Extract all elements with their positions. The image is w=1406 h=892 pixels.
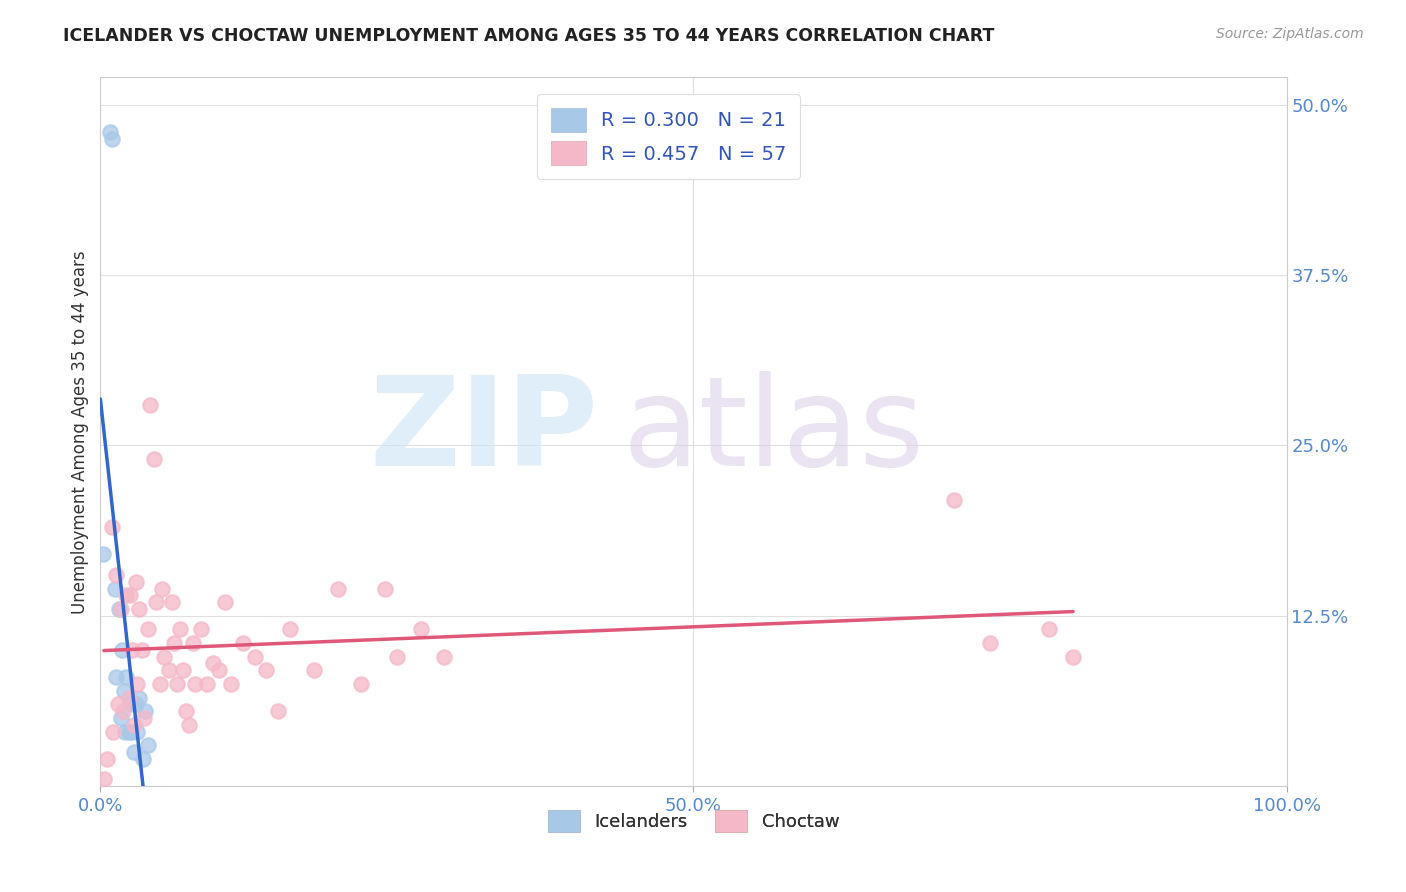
Point <box>91 548 114 562</box>
Point <box>118 690 141 705</box>
Point <box>122 718 145 732</box>
Point <box>943 492 966 507</box>
Point <box>302 663 325 677</box>
Point <box>433 649 456 664</box>
Point <box>111 643 134 657</box>
Point <box>232 636 254 650</box>
Point <box>104 568 127 582</box>
Point <box>149 677 172 691</box>
Point <box>115 588 138 602</box>
Text: Source: ZipAtlas.com: Source: ZipAtlas.com <box>1216 27 1364 41</box>
Point <box>114 724 136 739</box>
Point <box>96 752 118 766</box>
Point <box>409 623 432 637</box>
Point <box>128 602 150 616</box>
Point <box>150 582 173 596</box>
Point <box>326 582 349 596</box>
Point <box>127 677 149 691</box>
Point <box>166 677 188 691</box>
Point <box>125 698 148 712</box>
Point <box>1062 649 1084 664</box>
Point <box>118 588 141 602</box>
Point <box>243 649 266 664</box>
Point <box>202 657 225 671</box>
Point <box>278 623 301 637</box>
Point <box>179 718 201 732</box>
Point <box>153 649 176 664</box>
Point <box>128 690 150 705</box>
Y-axis label: Unemployment Among Ages 35 to 44 years: Unemployment Among Ages 35 to 44 years <box>72 250 89 614</box>
Point <box>136 738 159 752</box>
Point <box>172 663 194 677</box>
Point <box>118 724 141 739</box>
Text: atlas: atlas <box>623 371 924 492</box>
Point <box>219 677 242 691</box>
Point <box>163 636 186 650</box>
Text: ZIP: ZIP <box>370 371 599 492</box>
Point <box>134 711 156 725</box>
Point <box>195 677 218 691</box>
Point <box>374 582 396 596</box>
Point <box>184 677 207 691</box>
Point <box>110 602 132 616</box>
Point <box>174 704 197 718</box>
Point <box>350 677 373 691</box>
Point <box>979 636 1001 650</box>
Point <box>118 698 141 712</box>
Point <box>134 704 156 718</box>
Point <box>169 623 191 637</box>
Point <box>145 595 167 609</box>
Point <box>131 643 153 657</box>
Point <box>101 132 124 146</box>
Text: ICELANDER VS CHOCTAW UNEMPLOYMENT AMONG AGES 35 TO 44 YEARS CORRELATION CHART: ICELANDER VS CHOCTAW UNEMPLOYMENT AMONG … <box>63 27 994 45</box>
Point <box>115 670 138 684</box>
Point <box>157 663 180 677</box>
Point <box>111 704 134 718</box>
Point <box>107 698 129 712</box>
Point <box>136 623 159 637</box>
Point <box>160 595 183 609</box>
Point <box>190 623 212 637</box>
Point <box>98 125 121 139</box>
Point <box>122 745 145 759</box>
Point <box>142 452 165 467</box>
Point <box>108 602 131 616</box>
Point <box>181 636 204 650</box>
Point <box>254 663 277 677</box>
Point <box>267 704 290 718</box>
Legend: Icelanders, Choctaw: Icelanders, Choctaw <box>538 801 848 841</box>
Point <box>112 683 135 698</box>
Point <box>121 643 143 657</box>
Point <box>104 670 127 684</box>
Point <box>101 520 124 534</box>
Point <box>214 595 236 609</box>
Point <box>103 582 125 596</box>
Point <box>385 649 408 664</box>
Point <box>139 398 162 412</box>
Point <box>120 724 142 739</box>
Point <box>93 772 115 787</box>
Point <box>132 752 155 766</box>
Point <box>208 663 231 677</box>
Point <box>110 711 132 725</box>
Point <box>127 724 149 739</box>
Point <box>1038 623 1060 637</box>
Point <box>103 724 125 739</box>
Point <box>125 574 148 589</box>
